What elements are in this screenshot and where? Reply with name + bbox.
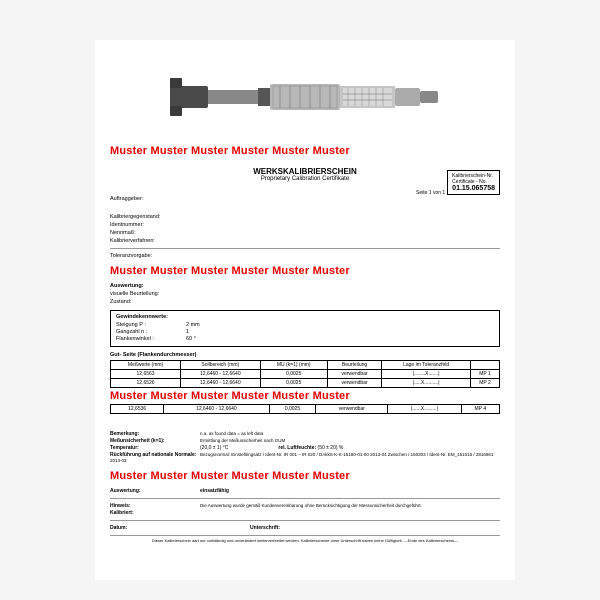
footer-disclaimer: Dieser Kalibrierschein darf nur vollstän… — [110, 535, 500, 543]
field-client: Auftraggeber: — [110, 196, 180, 202]
muster-watermark-4: Muster Muster Muster Muster Muster Muste… — [110, 470, 500, 482]
calibration-certificate: Muster Muster Muster Muster Muster Muste… — [95, 40, 515, 580]
muster-watermark-3: Muster Muster Muster Muster Muster Muste… — [110, 390, 500, 402]
table-row: 12,656312,6460 - 12,66400,0025verwendbar… — [111, 370, 500, 379]
thread-params-box: Gewindekennwerte: Steigung P :2 mm Gangz… — [110, 310, 500, 347]
micrometer-image — [165, 58, 445, 133]
good-side-label: Gut- Seite (Flankendurchmesser) — [110, 352, 500, 358]
evaluation-label: Auswertung: — [110, 283, 500, 289]
field-object: Kalibriergegenstand: — [110, 214, 180, 220]
doc-title: WERKSKALIBRIERSCHEIN — [110, 167, 500, 176]
muster-watermark-2: Muster Muster Muster Muster Muster Muste… — [110, 265, 500, 277]
field-procedure: Kalibrierverfahren: — [110, 238, 180, 244]
measurement-table: Meßwerte (mm)Sollbereich (mm)MU (k=1) (m… — [110, 360, 500, 388]
field-tolerance: Toleranzvorgabe: — [110, 253, 180, 259]
page-number: Seite 1 von 1 — [416, 190, 445, 196]
measurement-table-2: 12,653612,6460 - 12,66400,0025verwendbar… — [110, 404, 500, 414]
muster-watermark-1: Muster Muster Muster Muster Muster Muste… — [110, 145, 500, 157]
doc-subtitle: Proprietary Calibration Certifikate — [110, 176, 500, 182]
table-row: 12,653612,6460 - 12,66400,0025verwendbar… — [111, 405, 500, 414]
field-nominal: Nennmaß: — [110, 230, 180, 236]
field-ident: Identnummer: — [110, 222, 180, 228]
table-row: 12,652612,6460 - 12,66400,0025verwendbar… — [111, 379, 500, 388]
certificate-number-box: Kalibrierschein-Nr. Certificate - No. 01… — [447, 170, 500, 195]
